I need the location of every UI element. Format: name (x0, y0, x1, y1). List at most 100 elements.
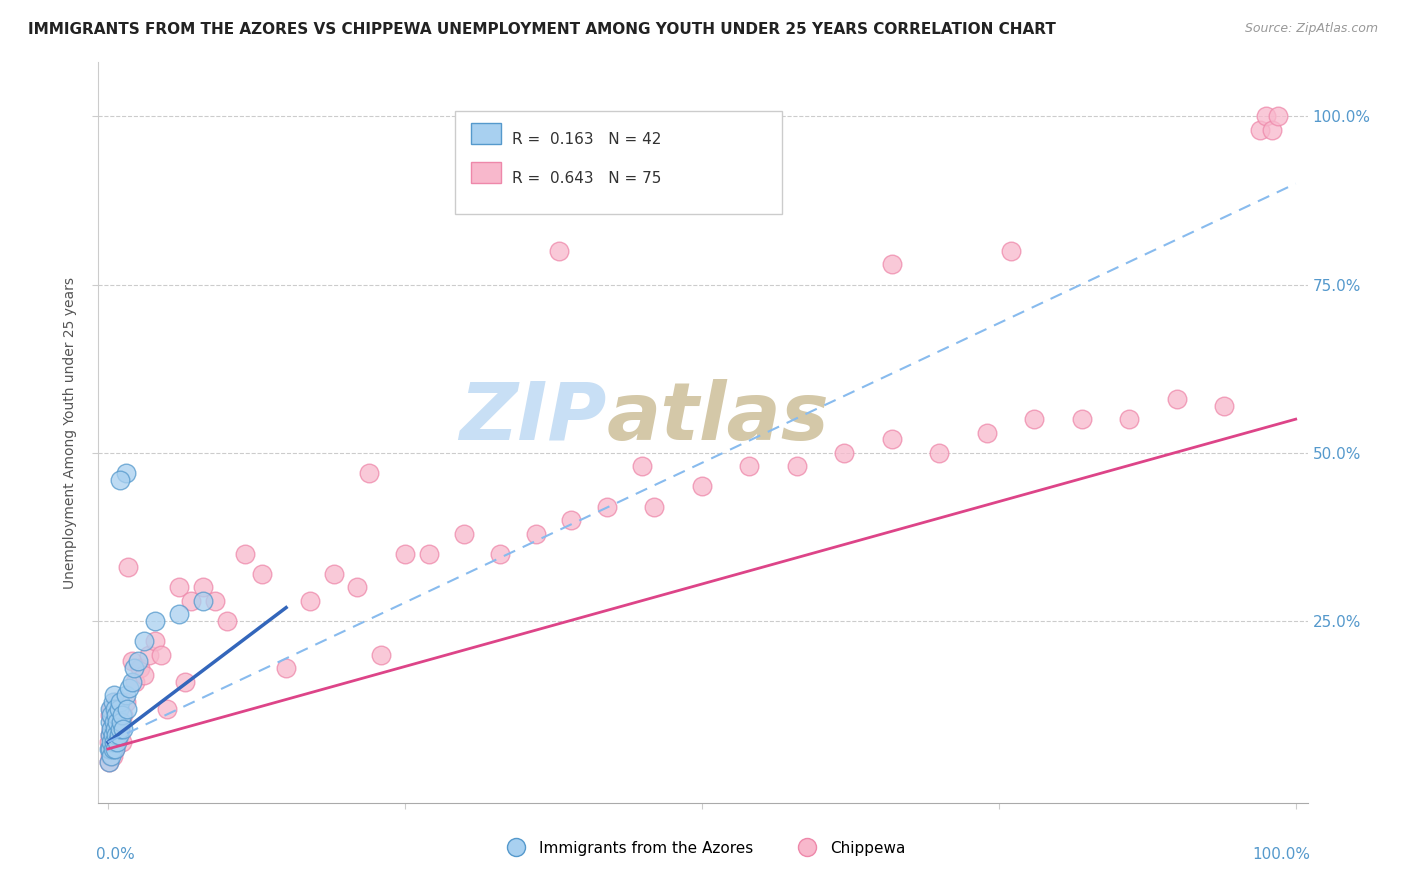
Point (643, 500, 665, 514)
Point (322, 566, 344, 581)
Point (100, 748, 122, 763)
Point (100, 742, 122, 756)
Point (215, 614, 238, 628)
Point (100, 722, 122, 736)
Point (98, 735, 121, 749)
Point (124, 674, 146, 689)
Point (98, 742, 121, 756)
Point (1000, 244, 1022, 258)
Point (111, 708, 134, 723)
Point (834, 446, 856, 460)
Point (98, 714, 121, 729)
Point (252, 566, 274, 581)
Point (167, 607, 190, 622)
Point (976, 425, 998, 440)
Point (132, 668, 155, 682)
Point (98, 742, 121, 756)
Point (108, 722, 131, 736)
Text: R =  0.163   N = 42: R = 0.163 N = 42 (512, 132, 661, 147)
Point (98, 729, 121, 743)
Point (101, 742, 124, 756)
Point (1118, 412, 1140, 426)
Point (98, 748, 121, 763)
Point (690, 479, 713, 493)
Point (1254, 109, 1277, 123)
Point (122, 661, 145, 675)
FancyBboxPatch shape (456, 111, 782, 214)
Text: ZIP: ZIP (458, 379, 606, 457)
Point (394, 547, 416, 561)
Point (107, 735, 129, 749)
Point (103, 735, 125, 749)
Point (524, 526, 547, 541)
Point (1249, 122, 1271, 136)
Point (105, 729, 128, 743)
Point (174, 674, 197, 689)
Point (346, 581, 368, 595)
Point (560, 513, 582, 527)
Point (104, 714, 127, 729)
Point (98, 756, 121, 770)
Point (121, 655, 143, 669)
Point (101, 729, 124, 743)
Point (596, 500, 619, 514)
Point (104, 742, 127, 756)
Point (180, 594, 202, 608)
Point (98, 729, 121, 743)
Bar (471, 162, 501, 183)
Text: atlas: atlas (606, 379, 830, 457)
Point (114, 688, 136, 702)
Point (204, 594, 226, 608)
Point (298, 594, 321, 608)
Point (156, 701, 179, 715)
Y-axis label: Unemployment Among Youth under 25 years: Unemployment Among Youth under 25 years (63, 277, 77, 589)
Point (107, 729, 129, 743)
Point (108, 729, 131, 743)
Point (132, 634, 155, 648)
Point (1261, 122, 1284, 136)
Point (359, 466, 381, 480)
Point (98, 708, 121, 723)
Point (101, 748, 124, 763)
Point (129, 661, 152, 675)
Point (108, 473, 131, 487)
Text: 0.0%: 0.0% (96, 847, 135, 863)
Point (110, 714, 132, 729)
Point (121, 674, 143, 689)
Point (105, 695, 128, 709)
Point (274, 661, 297, 675)
Point (107, 701, 129, 715)
Point (107, 735, 129, 749)
Point (786, 459, 808, 474)
Point (1267, 109, 1289, 123)
Point (114, 695, 136, 709)
Point (107, 708, 129, 723)
Point (880, 257, 903, 271)
Point (453, 526, 475, 541)
Point (111, 735, 134, 749)
Point (1070, 412, 1092, 426)
Text: R =  0.643   N = 75: R = 0.643 N = 75 (512, 171, 661, 186)
Point (104, 722, 127, 736)
Point (233, 547, 256, 561)
Text: Source: ZipAtlas.com: Source: ZipAtlas.com (1244, 22, 1378, 36)
Point (738, 459, 761, 474)
Point (103, 735, 125, 749)
Point (114, 466, 136, 480)
Point (103, 714, 125, 729)
Point (138, 648, 160, 662)
Bar (471, 123, 501, 144)
Point (101, 714, 124, 729)
Point (118, 681, 141, 696)
Point (103, 708, 125, 723)
Point (631, 459, 654, 474)
Point (107, 714, 129, 729)
Point (112, 708, 135, 723)
Point (370, 648, 392, 662)
Point (145, 634, 167, 648)
Point (104, 701, 127, 715)
Point (1213, 399, 1236, 413)
Text: 100.0%: 100.0% (1251, 847, 1310, 863)
Point (105, 708, 128, 723)
Point (105, 729, 128, 743)
